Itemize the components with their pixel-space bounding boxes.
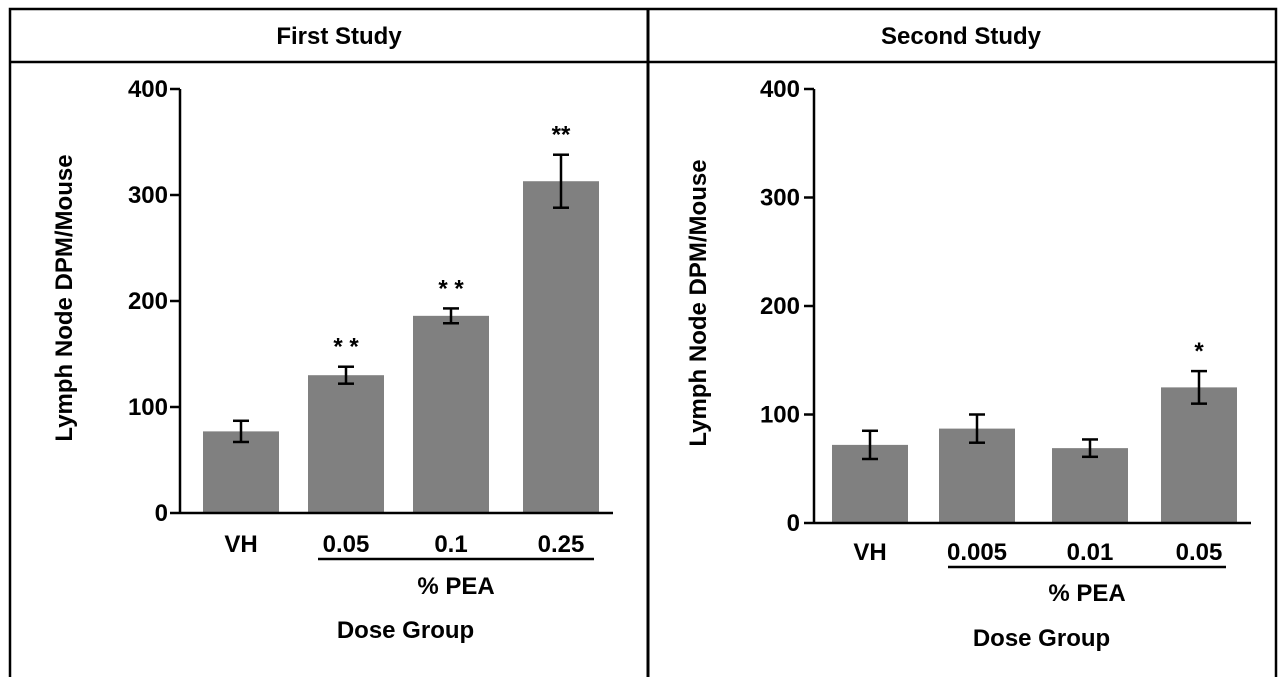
bar-chart-first-study: VH * * 0.05 * * 0.1 ** 0.25 0 100 200 300 400 Lymph … [51,76,613,644]
group-label: % PEA [417,573,494,600]
significance-label: ** [552,122,571,149]
y-tick-label: 0 [787,510,800,537]
y-tick-label: 300 [128,182,168,209]
bar-0-01 [1052,448,1128,523]
x-tick-label: 0.01 [1067,539,1114,566]
x-tick-label: 0.005 [947,539,1007,566]
bar-0-25 [523,181,599,513]
y-tick-label: 200 [128,288,168,315]
bar-chart-second-study: VH 0.005 0.01 * 0.05 0 100 200 300 400 Lymph Node … [685,76,1251,652]
bar-0-005 [939,428,1015,523]
significance-label: * * [333,334,359,361]
y-tick-label: 400 [760,76,800,103]
significance-label: * [1194,338,1204,365]
figure-frame [8,7,1278,677]
x-tick-label: 0.25 [538,531,585,558]
x-axis-title: Dose Group [337,617,474,644]
y-tick-label: 100 [128,394,168,421]
y-tick-label: 400 [128,76,168,103]
x-tick-label: 0.1 [434,531,467,558]
group-label: % PEA [1048,580,1125,607]
significance-label: * * [438,275,464,302]
bar-0-05 [1161,387,1237,523]
bar-0-1 [413,315,489,513]
y-axis-title: Lymph Node DPM/Mouse [685,159,712,446]
y-tick-label: 0 [155,500,168,527]
x-tick-label: VH [853,539,886,566]
y-axis-title: Lymph Node DPM/Mouse [51,154,78,441]
y-tick-label: 300 [760,185,800,212]
x-axis-title: Dose Group [973,625,1110,652]
panel-title-second: Second Study [881,23,1042,50]
y-tick-label: 100 [760,402,800,429]
y-tick-label: 200 [760,293,800,320]
x-tick-label: 0.05 [1176,539,1223,566]
panel-title-first: First Study [276,23,402,50]
x-tick-label: 0.05 [323,531,370,558]
bar-0-05 [308,375,384,513]
bar-vh [203,431,279,513]
x-tick-label: VH [224,531,257,558]
